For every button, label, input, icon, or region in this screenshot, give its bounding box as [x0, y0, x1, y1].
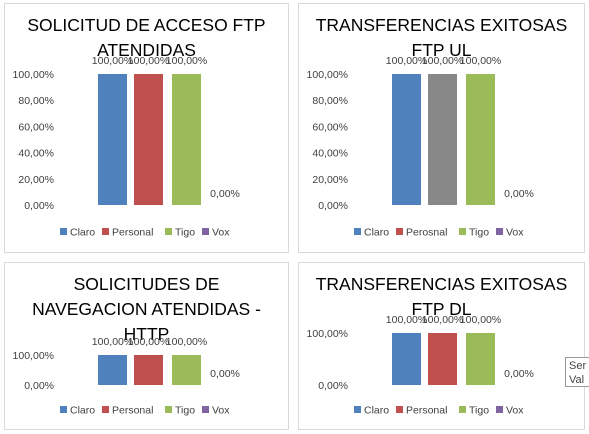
data-label: 0,00%: [504, 368, 534, 380]
legend-swatch: [354, 228, 361, 235]
y-tick-label: 0,00%: [24, 380, 54, 392]
data-label: 100,00%: [460, 314, 501, 326]
legend-swatch: [396, 406, 403, 413]
legend-swatch: [60, 406, 67, 413]
chart-panel-http: SOLICITUDES DE NAVEGACION ATENDIDAS - HTTP: [4, 262, 289, 430]
legend-label: Claro: [70, 405, 95, 417]
data-label: 0,00%: [210, 368, 240, 380]
chart-title-line: SOLICITUDES DE: [73, 274, 220, 294]
data-label: 100,00%: [166, 336, 207, 348]
y-tick-label: 100,00%: [307, 328, 348, 340]
chart-title-line: FTP DL: [411, 299, 472, 319]
chart-title-line: HTTP: [123, 324, 170, 344]
data-label: 100,00%: [386, 314, 427, 326]
legend-label: Personal: [112, 405, 153, 417]
y-tick-label: 0,00%: [318, 200, 348, 212]
bar-tigo: [466, 333, 495, 385]
legend-swatch: [459, 406, 466, 413]
bar-tigo: [466, 74, 495, 205]
legend-label: Tigo: [469, 405, 489, 417]
legend-swatch: [459, 228, 466, 235]
bar-perosnal: [428, 74, 457, 205]
y-tick-label: 60,00%: [18, 121, 54, 133]
tooltip-line-1: Ser: [569, 360, 587, 372]
chart-title-line: TRANSFERENCIAS EXITOSAS: [315, 274, 568, 294]
y-tick-label: 80,00%: [312, 95, 348, 107]
data-label: 100,00%: [166, 55, 207, 67]
legend-swatch: [354, 406, 361, 413]
legend-label: Perosnal: [406, 227, 447, 239]
y-tick-label: 20,00%: [312, 174, 348, 186]
data-label: 0,00%: [210, 188, 240, 200]
bar-claro: [98, 355, 127, 385]
y-tick-label: 60,00%: [312, 121, 348, 133]
y-tick-label: 100,00%: [307, 69, 348, 81]
legend-swatch: [102, 228, 109, 235]
data-label: 100,00%: [422, 55, 463, 67]
data-label: 100,00%: [386, 55, 427, 67]
legend-label: Tigo: [175, 227, 195, 239]
legend-swatch: [165, 228, 172, 235]
chart-title-line: ATENDIDAS: [97, 40, 196, 60]
y-tick-label: 40,00%: [18, 148, 54, 160]
data-label: 100,00%: [92, 336, 133, 348]
tooltip-box: Ser Val: [565, 357, 589, 387]
bar-claro: [392, 74, 421, 205]
legend-swatch: [396, 228, 403, 235]
bar-tigo: [172, 355, 201, 385]
legend-label: Vox: [506, 227, 524, 239]
chart-title-line: NAVEGACION ATENDIDAS -: [32, 299, 261, 319]
chart-title-line: FTP UL: [411, 40, 472, 60]
legend-swatch: [165, 406, 172, 413]
legend-label: Vox: [212, 227, 230, 239]
legend-swatch: [60, 228, 67, 235]
tooltip-line-2: Val: [569, 374, 585, 386]
chart-panel-ftp-access: SOLICITUD DE ACCESO FTP ATENDIDAS: [4, 3, 289, 253]
legend-swatch: [202, 406, 209, 413]
legend-label: Tigo: [469, 227, 489, 239]
data-label: 0,00%: [504, 188, 534, 200]
legend-label: Vox: [212, 405, 230, 417]
bar-personal: [134, 74, 163, 205]
legend-swatch: [202, 228, 209, 235]
legend-label: Tigo: [175, 405, 195, 417]
bar-claro: [98, 74, 127, 205]
legend-label: Vox: [506, 405, 524, 417]
y-tick-label: 0,00%: [318, 380, 348, 392]
data-label: 100,00%: [460, 55, 501, 67]
y-tick-label: 20,00%: [18, 174, 54, 186]
data-label: 100,00%: [128, 55, 169, 67]
chart-title-line: TRANSFERENCIAS EXITOSAS: [315, 15, 568, 35]
data-label: 100,00%: [92, 55, 133, 67]
legend-label: Claro: [364, 405, 389, 417]
bar-personal: [134, 355, 163, 385]
legend-swatch: [102, 406, 109, 413]
y-tick-label: 100,00%: [13, 350, 54, 362]
y-tick-label: 40,00%: [312, 148, 348, 160]
data-label: 100,00%: [422, 314, 463, 326]
y-tick-label: 0,00%: [24, 200, 54, 212]
legend-label: Personal: [406, 405, 447, 417]
bar-tigo: [172, 74, 201, 205]
legend-label: Personal: [112, 227, 153, 239]
y-tick-label: 80,00%: [18, 95, 54, 107]
data-label: 100,00%: [128, 336, 169, 348]
chart-title-line: SOLICITUD DE ACCESO FTP: [27, 15, 266, 35]
legend-swatch: [496, 228, 503, 235]
y-tick-label: 100,00%: [13, 69, 54, 81]
legend-label: Claro: [70, 227, 95, 239]
bar-personal: [428, 333, 457, 385]
legend-swatch: [496, 406, 503, 413]
legend-label: Claro: [364, 227, 389, 239]
bar-claro: [392, 333, 421, 385]
